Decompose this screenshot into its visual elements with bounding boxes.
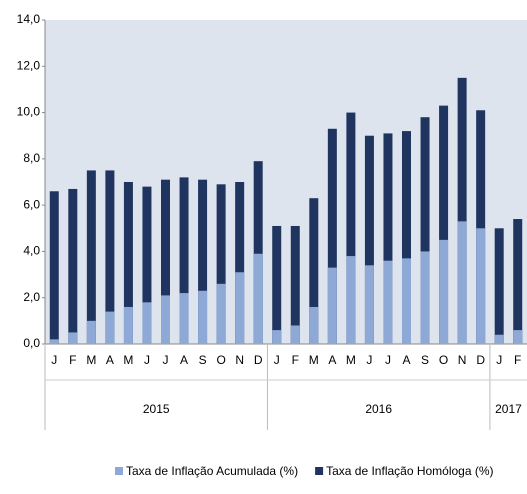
x-tick-label: J: [274, 353, 280, 367]
legend-label: Taxa de Inflação Acumulada (%): [126, 464, 298, 478]
bar: [457, 221, 467, 344]
bar: [439, 105, 449, 344]
bar: [420, 117, 430, 344]
bar: [309, 198, 319, 344]
bar: [364, 135, 374, 344]
y-tick-label: 0,0: [23, 336, 40, 350]
bar: [142, 186, 152, 344]
x-tick-label: D: [254, 353, 263, 367]
x-tick-label: M: [309, 353, 319, 367]
bar: [198, 290, 208, 344]
group-label: 2016: [365, 402, 392, 416]
bar: [216, 184, 226, 344]
y-tick-label: 2,0: [23, 290, 40, 304]
x-tick-label: N: [235, 353, 244, 367]
bar: [420, 251, 430, 344]
bar: [272, 330, 282, 344]
x-tick-label: F: [514, 353, 521, 367]
x-tick-label: J: [144, 353, 150, 367]
bar: [179, 177, 189, 344]
x-tick-label: A: [180, 353, 188, 367]
bar: [123, 182, 133, 344]
bar: [327, 267, 337, 344]
bar: [364, 265, 374, 344]
bar: [290, 225, 300, 344]
x-tick-label: A: [106, 353, 114, 367]
x-tick-label: J: [366, 353, 372, 367]
bar: [402, 258, 411, 344]
x-tick-label: S: [199, 353, 207, 367]
bar: [513, 219, 523, 344]
bar: [272, 225, 282, 344]
bar: [346, 256, 356, 344]
bar: [68, 332, 78, 344]
bar: [123, 306, 133, 344]
x-tick-label: J: [496, 353, 502, 367]
bar: [142, 302, 152, 344]
bar: [105, 311, 115, 344]
bar: [161, 179, 170, 344]
x-tick-label: A: [328, 353, 336, 367]
bar: [327, 128, 337, 344]
x-tick-label: F: [292, 353, 299, 367]
bar: [161, 295, 170, 344]
x-tick-label: D: [476, 353, 485, 367]
bar: [476, 110, 486, 344]
y-tick-label: 14,0: [17, 12, 41, 26]
x-tick-label: A: [402, 353, 410, 367]
legend-swatch: [315, 467, 324, 475]
bar: [235, 272, 245, 344]
x-tick-label: S: [421, 353, 429, 367]
bar: [198, 179, 208, 344]
y-tick-label: 8,0: [23, 151, 40, 165]
bar: [253, 253, 263, 344]
bar: [494, 228, 504, 344]
x-tick-label: J: [385, 353, 391, 367]
bar: [68, 188, 78, 344]
bar: [290, 325, 300, 344]
x-tick-label: J: [163, 353, 169, 367]
bar: [253, 161, 263, 344]
bar: [86, 320, 96, 344]
plot-area: [45, 20, 527, 344]
x-tick-label: O: [216, 353, 225, 367]
bar: [86, 170, 96, 344]
x-tick-label: N: [458, 353, 467, 367]
bar: [383, 133, 393, 344]
bar: [476, 228, 486, 344]
bar: [494, 334, 504, 344]
x-tick-label: O: [439, 353, 448, 367]
bar: [216, 283, 226, 344]
y-tick-label: 12,0: [17, 58, 41, 72]
x-tick-label: J: [51, 353, 57, 367]
bar: [383, 260, 393, 344]
bar: [457, 77, 467, 344]
y-tick-label: 10,0: [17, 105, 41, 119]
bar: [513, 330, 523, 344]
legend-label: Taxa de Inflação Homóloga (%): [326, 464, 493, 478]
bar: [49, 339, 59, 344]
group-label: 2015: [143, 402, 170, 416]
x-tick-label: M: [86, 353, 96, 367]
y-tick-label: 4,0: [23, 244, 40, 258]
bar: [439, 239, 449, 344]
bar: [49, 191, 59, 344]
y-tick-label: 6,0: [23, 197, 40, 211]
bar: [105, 170, 115, 344]
x-tick-label: F: [69, 353, 76, 367]
legend-swatch: [115, 467, 123, 475]
bar: [179, 293, 189, 344]
bar: [309, 306, 319, 344]
x-tick-label: M: [346, 353, 356, 367]
x-tick-label: M: [123, 353, 133, 367]
bar: [235, 182, 245, 344]
bar: [346, 112, 356, 344]
group-label: 2017: [495, 402, 522, 416]
bar: [402, 131, 411, 344]
